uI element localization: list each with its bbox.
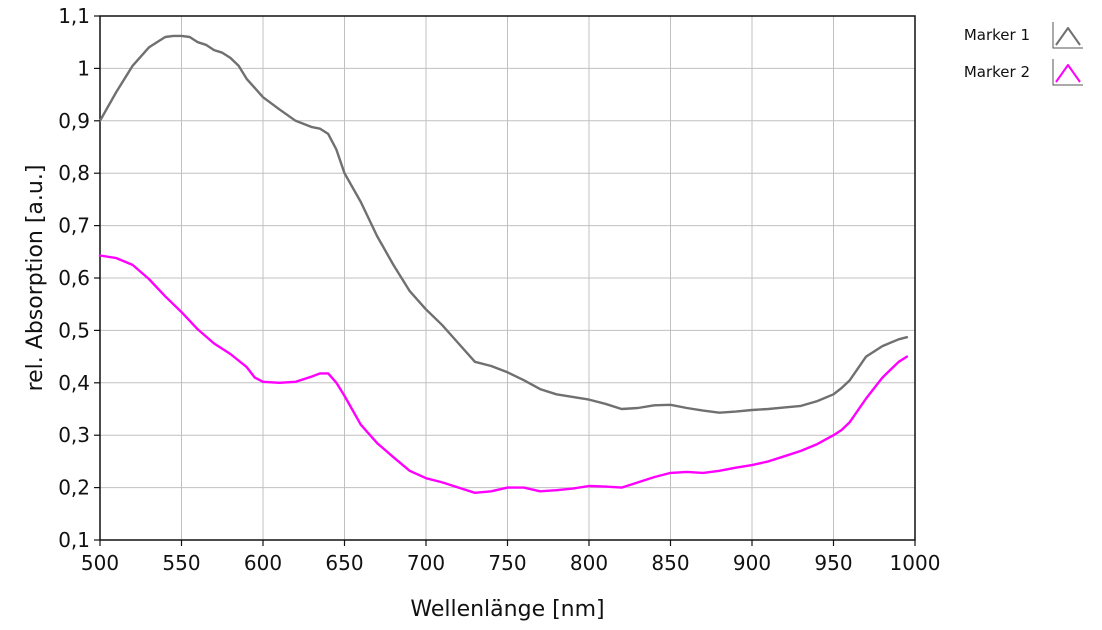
legend-swatch-frame [1052, 22, 1083, 49]
x-tick-label: 900 [733, 551, 771, 575]
y-tick-label: 1 [77, 56, 90, 80]
y-axis: 0,1 0,2 0,3 0,4 0,5 0,6 0,7 0,8 0,9 1 1,1 [58, 4, 100, 552]
y-tick-label: 0,3 [58, 423, 90, 447]
grid [99, 15, 916, 541]
y-tick-label: 0,2 [58, 476, 90, 500]
x-tick-label: 500 [81, 551, 119, 575]
series-line-marker-1 [98, 34, 909, 414]
legend-label-marker-1: Marker 1 [964, 26, 1030, 44]
x-tick-label: 550 [162, 551, 200, 575]
x-tick-label: 650 [325, 551, 363, 575]
x-tick-label: 800 [570, 551, 608, 575]
y-tick-label: 0,4 [58, 371, 90, 395]
x-tick-label: 750 [488, 551, 526, 575]
y-tick-label: 0,6 [58, 266, 90, 290]
y-tick-label: 0,9 [58, 109, 90, 133]
y-tick-label: 0,1 [58, 528, 90, 552]
y-axis-title: rel. Absorption [a.u.] [23, 165, 48, 392]
y-tick-label: 0,7 [58, 214, 90, 238]
x-axis-title: Wellenlänge [nm] [410, 597, 604, 622]
x-tick-label: 1000 [890, 551, 941, 575]
x-axis: 500 550 600 650 700 750 800 850 900 950 1000 [81, 540, 941, 575]
legend-swatch-frame [1052, 59, 1083, 86]
x-tick-label: 600 [244, 551, 282, 575]
x-tick-label: 850 [651, 551, 689, 575]
x-tick-label: 950 [814, 551, 852, 575]
y-tick-label: 0,5 [58, 318, 90, 342]
y-tick-label: 0,8 [58, 161, 90, 185]
y-tick-label: 1,1 [58, 4, 90, 28]
series-line-marker-2 [98, 254, 909, 494]
legend-swatch-marker-1 [1055, 27, 1081, 46]
series-layer [98, 34, 909, 494]
legend: Marker 1 Marker 2 [964, 22, 1083, 86]
legend-swatch-marker-2 [1055, 64, 1081, 83]
legend-label-marker-2: Marker 2 [964, 63, 1030, 81]
x-tick-label: 700 [407, 551, 445, 575]
